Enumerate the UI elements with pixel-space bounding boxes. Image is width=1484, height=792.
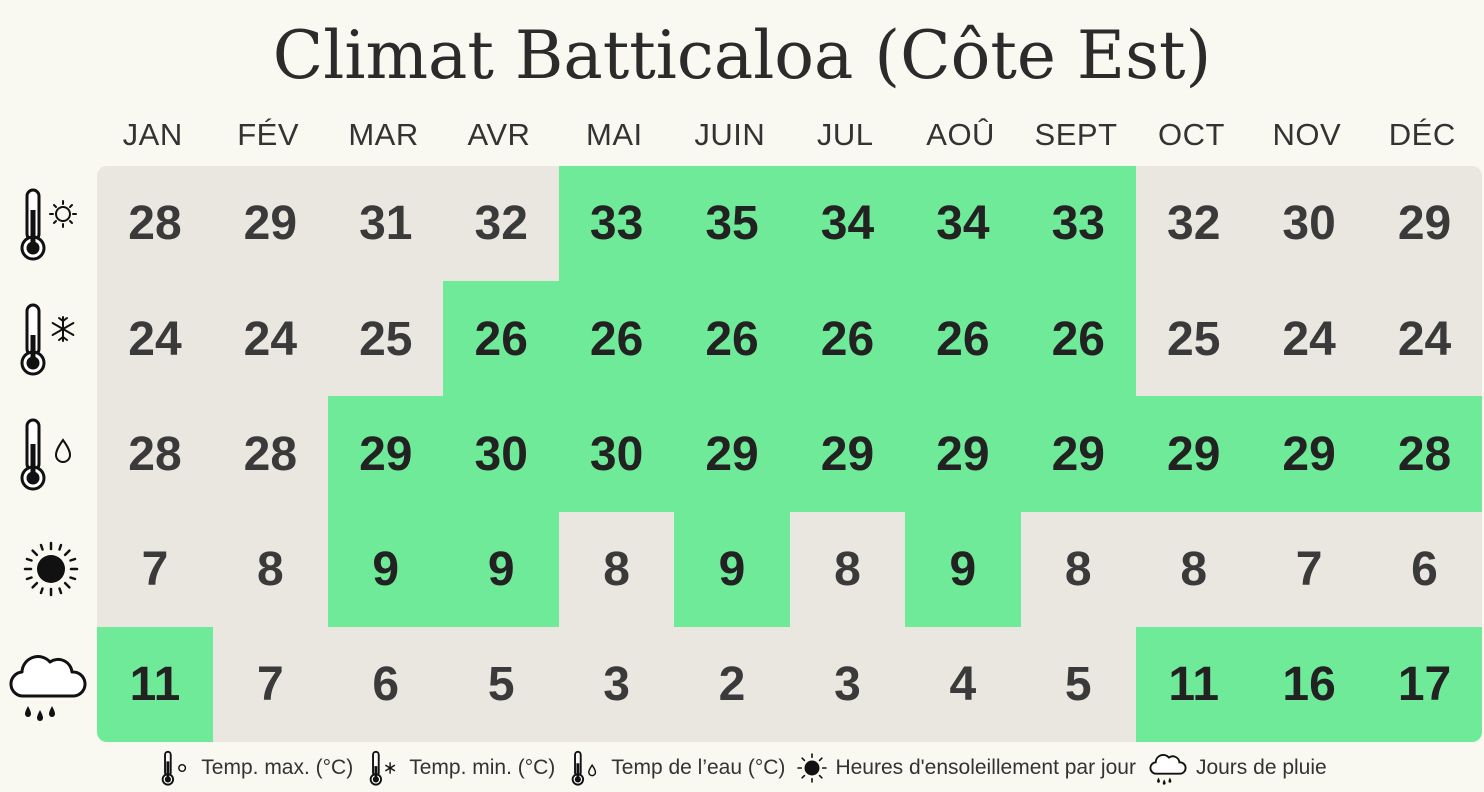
data-cell: 24	[1282, 312, 1336, 366]
data-cell: 5	[1064, 658, 1092, 712]
data-cell: 26	[789, 281, 906, 397]
legend-label-rain: Jours de pluie	[1195, 756, 1327, 779]
month-label: MAR	[348, 117, 419, 152]
data-cell: 31	[359, 197, 413, 251]
data-cell: 24	[128, 312, 182, 366]
data-cell: 30	[443, 396, 560, 513]
month-label: FÉV	[237, 117, 299, 152]
thermometer-water-drop-icon	[571, 750, 597, 786]
chart-title: Climat Batticaloa (Côte Est)	[272, 17, 1212, 94]
month-label: NOV	[1272, 117, 1342, 152]
data-cell: 11	[1135, 626, 1252, 742]
thermometer-water-drop-icon	[0, 396, 95, 511]
data-cell: 32	[1167, 197, 1221, 251]
data-cell: 25	[359, 312, 413, 366]
data-cell: 28	[243, 427, 298, 481]
legend-item-tmin: Temp. min. (°C)	[365, 749, 555, 787]
month-label: JUL	[816, 117, 874, 152]
data-cell: 5	[487, 658, 515, 712]
legend-item-tmax: Temp. max. (°C)	[157, 749, 353, 787]
data-cell: 8	[1180, 542, 1208, 596]
data-cell: 24	[1397, 312, 1452, 366]
rain-cloud-icon	[0, 626, 95, 741]
month-label: MAI	[586, 117, 643, 152]
data-cell: 32	[474, 197, 528, 251]
month-label: OCT	[1157, 117, 1225, 152]
data-cell: 11	[97, 626, 213, 742]
data-cell: 16	[1251, 626, 1368, 742]
data-cell: 9	[443, 511, 560, 628]
legend-label-sun: Heures d'ensoleillement par jour	[835, 756, 1136, 779]
data-cell: 30	[558, 396, 675, 513]
data-cell: 26	[674, 281, 790, 397]
data-cell: 29	[327, 396, 444, 513]
sun-icon	[0, 511, 95, 626]
data-cell: 8	[257, 542, 284, 596]
data-cell: 33	[1020, 166, 1137, 282]
data-cell: 29	[789, 396, 906, 513]
month-header: JAN FÉV MAR AVR MAI JUIN JUL AOÛ SEPT OCT NOV DÉC	[95, 112, 1480, 158]
data-cell: 17	[1366, 626, 1482, 742]
legend: Temp. max. (°C) Temp. min. (°C) Temp de …	[0, 746, 1484, 790]
data-cell: 33	[558, 166, 675, 282]
data-cell: 29	[904, 396, 1021, 513]
data-cell: 26	[904, 281, 1021, 397]
month-label: AVR	[467, 117, 531, 152]
thermometer-snowflake-icon	[369, 750, 396, 786]
thermometer-sun-icon	[161, 750, 187, 786]
data-cell: 2	[718, 658, 746, 712]
sun-icon	[797, 753, 828, 783]
data-cell: 3	[834, 658, 861, 712]
legend-label-water: Temp de l’eau (°C)	[611, 756, 786, 779]
data-cell: 7	[1295, 542, 1323, 596]
month-label: JUIN	[694, 117, 766, 152]
climate-grid: 28 29 31 32 33 35 34 34 33 32 30 29 24 24 25 26 26 26 26 26…	[97, 166, 1482, 742]
month-label: DÉC	[1388, 117, 1456, 152]
data-cell: 6	[372, 658, 400, 712]
month-label: SEPT	[1034, 117, 1118, 152]
rain-cloud-icon	[1149, 754, 1187, 785]
data-cell: 26	[1020, 281, 1137, 397]
month-label: AOÛ	[926, 117, 995, 152]
data-cell: 29	[243, 197, 298, 251]
data-cell: 29	[1020, 396, 1137, 513]
data-cell: 6	[1411, 542, 1438, 596]
data-cell: 29	[674, 396, 790, 513]
data-cell: 9	[674, 511, 790, 628]
data-cell: 9	[904, 511, 1021, 628]
data-cell: 34	[904, 166, 1021, 282]
data-cell: 26	[443, 281, 560, 397]
legend-label-tmin: Temp. min. (°C)	[409, 756, 556, 779]
data-cell: 29	[1251, 396, 1368, 513]
data-cell: 8	[1064, 542, 1092, 596]
data-cell: 24	[243, 312, 298, 366]
data-cell: 29	[1135, 396, 1252, 513]
thermometer-snowflake-icon	[0, 281, 95, 396]
data-cell: 4	[949, 658, 977, 712]
data-cell: 29	[1397, 197, 1452, 251]
data-cell: 8	[603, 542, 630, 596]
thermometer-sun-icon	[0, 166, 95, 281]
data-cell: 9	[327, 511, 444, 628]
data-cell: 7	[141, 542, 169, 596]
data-cell: 8	[834, 542, 861, 596]
legend-item-rain: Jours de pluie	[1148, 749, 1327, 787]
data-cell: 25	[1167, 312, 1221, 366]
data-cell: 28	[1366, 396, 1482, 513]
data-cell: 28	[128, 427, 182, 481]
legend-item-water: Temp de l’eau (°C)	[567, 749, 785, 787]
legend-item-sun: Heures d'ensoleillement par jour	[797, 753, 1136, 783]
data-cell: 26	[558, 281, 675, 397]
data-cell: 30	[1282, 197, 1336, 251]
data-cell: 7	[257, 658, 284, 712]
data-cell: 34	[789, 166, 906, 282]
month-label: JAN	[122, 117, 183, 152]
data-cell: 3	[603, 658, 630, 712]
data-cell: 28	[128, 197, 182, 251]
legend-label-tmax: Temp. max. (°C)	[201, 756, 354, 779]
data-cell: 35	[674, 166, 790, 282]
